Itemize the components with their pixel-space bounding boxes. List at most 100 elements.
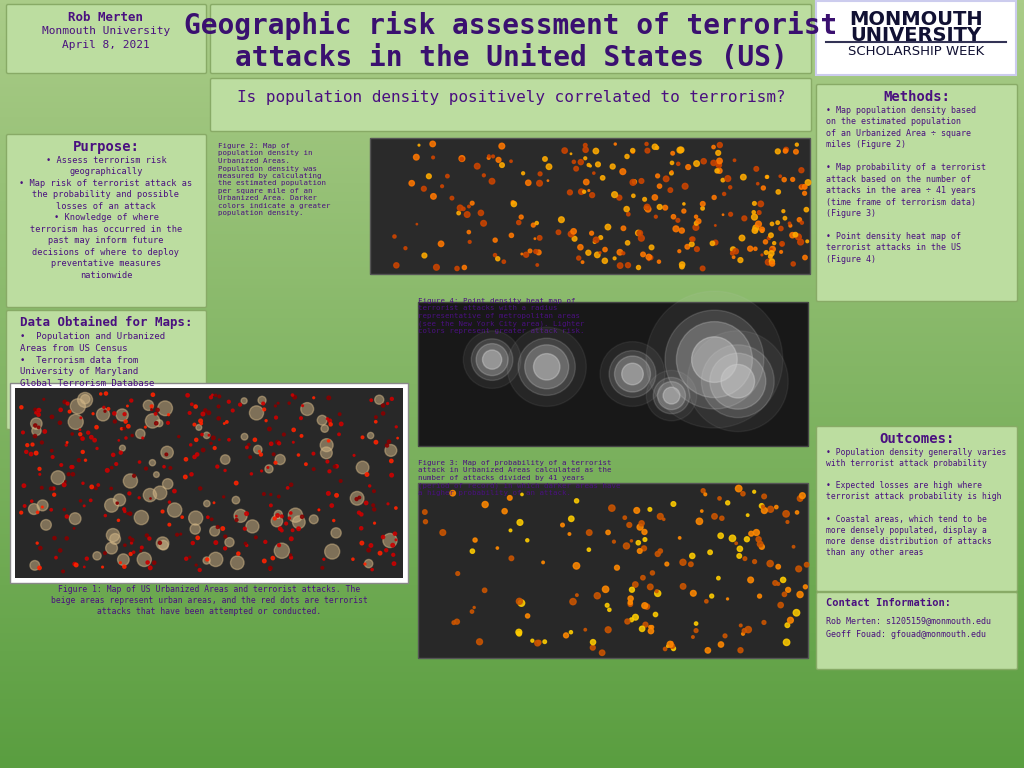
Point: [715, 174, 731, 187]
Point: [156, 539, 172, 551]
Point: [480, 150, 497, 162]
Point: [698, 595, 715, 607]
Point: [275, 429, 292, 441]
Point: [775, 205, 792, 217]
Point: [666, 498, 682, 510]
Point: [379, 397, 395, 409]
Point: [43, 504, 59, 516]
Point: [193, 415, 209, 427]
Point: [746, 197, 763, 210]
Point: [530, 247, 547, 259]
Point: [779, 619, 796, 631]
Bar: [816, 1, 1016, 75]
Point: [618, 540, 635, 552]
Point: [582, 160, 598, 172]
Point: [256, 554, 272, 567]
Point: [16, 500, 33, 512]
Point: [256, 488, 272, 500]
Point: [120, 508, 136, 520]
Point: [28, 447, 44, 459]
Point: [203, 437, 219, 449]
Point: [216, 417, 232, 429]
Point: [782, 220, 799, 232]
Point: [537, 636, 553, 648]
Point: [794, 164, 810, 177]
Point: [254, 394, 270, 406]
Point: [43, 482, 59, 495]
Point: [684, 238, 700, 250]
Point: [34, 482, 50, 494]
Point: [273, 525, 290, 537]
Point: [331, 429, 347, 441]
Point: [305, 513, 322, 525]
Point: [368, 415, 384, 428]
Point: [388, 534, 404, 546]
Point: [572, 156, 589, 168]
Point: [746, 555, 763, 568]
Point: [23, 448, 39, 460]
Point: [378, 544, 394, 556]
Point: [217, 465, 233, 477]
Point: [133, 541, 150, 554]
Point: [72, 424, 88, 436]
Point: [425, 151, 441, 164]
Point: [286, 424, 302, 436]
Point: [109, 497, 125, 509]
Point: [52, 404, 69, 416]
Point: [333, 475, 349, 487]
Point: [239, 442, 255, 454]
Point: [742, 243, 759, 255]
Point: [122, 508, 138, 520]
Point: [683, 558, 699, 571]
Point: [326, 515, 342, 527]
Point: [247, 434, 263, 446]
Point: [785, 541, 802, 553]
Point: [486, 249, 503, 261]
Point: [113, 557, 129, 569]
Point: [139, 556, 156, 568]
Point: [528, 217, 545, 229]
Point: [428, 261, 444, 273]
Point: [708, 237, 724, 249]
Point: [256, 403, 272, 415]
Point: [230, 548, 247, 560]
Point: [550, 226, 566, 238]
Point: [310, 504, 327, 516]
Point: [664, 157, 680, 169]
Point: [387, 528, 403, 540]
Point: [529, 637, 546, 649]
Point: [597, 583, 613, 595]
Point: [88, 421, 104, 433]
Point: [158, 449, 174, 461]
Point: [121, 487, 137, 499]
Point: [204, 389, 220, 401]
Point: [662, 638, 678, 650]
Point: [103, 542, 120, 554]
Point: [637, 600, 653, 612]
Point: [288, 509, 304, 521]
Point: [280, 482, 296, 494]
Point: [695, 485, 712, 497]
Point: [228, 514, 245, 526]
Point: [739, 509, 756, 521]
Point: [581, 184, 597, 197]
Point: [445, 617, 462, 629]
Point: [217, 453, 233, 465]
Point: [614, 165, 631, 177]
Point: [28, 407, 44, 419]
Point: [323, 419, 339, 431]
Point: [674, 258, 690, 270]
Point: [156, 461, 172, 473]
Point: [372, 547, 388, 559]
Point: [759, 170, 775, 183]
Point: [241, 439, 257, 451]
Point: [691, 515, 708, 528]
Point: [519, 535, 536, 547]
Point: [680, 161, 696, 174]
Point: [53, 458, 70, 471]
Point: [606, 188, 623, 200]
Point: [562, 187, 579, 199]
Point: [157, 402, 173, 415]
Point: [709, 164, 725, 177]
Point: [132, 428, 148, 440]
